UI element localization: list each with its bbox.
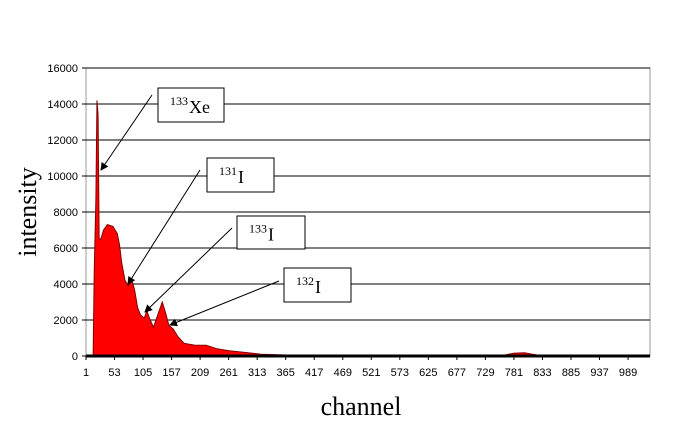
annotation-arrow	[100, 94, 153, 171]
y-axis-title: intensity	[13, 167, 42, 257]
x-tick-label: 677	[448, 367, 466, 379]
x-tick-label: 885	[562, 367, 580, 379]
annotation-box	[283, 267, 352, 303]
x-tick-label: 261	[219, 367, 237, 379]
x-tick-label: 625	[419, 367, 437, 379]
annotation-mass: 133	[170, 94, 188, 108]
annotation-arrow	[127, 169, 201, 285]
y-tick-label: 16000	[47, 63, 78, 75]
annotation-element: I	[315, 277, 321, 297]
y-tick-label: 2000	[54, 315, 78, 327]
x-tick-label: 521	[362, 367, 380, 379]
annotation-mass: 132	[296, 274, 314, 288]
annotation-box	[206, 157, 275, 193]
x-tick-label: 105	[134, 367, 152, 379]
x-axis-title: channel	[321, 392, 402, 421]
annotation-element: I	[238, 167, 244, 187]
y-tick-label: 4000	[54, 279, 78, 291]
y-tick-label: 8000	[54, 207, 78, 219]
x-tick-label: 989	[619, 367, 637, 379]
annotation-element: I	[268, 225, 274, 245]
y-tick-label: 10000	[47, 171, 78, 183]
x-tick-label: 417	[305, 367, 323, 379]
annotation-arrow	[144, 227, 233, 313]
x-tick-label: 469	[334, 367, 352, 379]
y-tick-label: 6000	[54, 243, 78, 255]
x-tick-label: 209	[191, 367, 209, 379]
x-tick-label: 53	[108, 367, 120, 379]
y-tick-label: 0	[72, 351, 78, 363]
x-tick-label: 313	[248, 367, 266, 379]
annotation-element: Xe	[189, 97, 210, 117]
x-tick-label: 365	[277, 367, 295, 379]
x-tick-label: 937	[590, 367, 608, 379]
y-tick-label: 14000	[47, 99, 78, 111]
x-tick-label: 573	[391, 367, 409, 379]
annotation-arrow	[169, 280, 280, 327]
area	[90, 100, 646, 357]
annotation-mass: 131	[219, 164, 237, 178]
x-tick-label: 833	[533, 367, 551, 379]
x-tick-label: 781	[505, 367, 523, 379]
annotation-box	[157, 87, 225, 123]
y-tick-label: 12000	[47, 135, 78, 147]
x-tick-label: 1	[83, 367, 89, 379]
x-tick-label: 157	[162, 367, 180, 379]
annotation-mass: 133	[249, 222, 267, 236]
annotation-box	[236, 215, 306, 250]
x-tick-label: 729	[476, 367, 494, 379]
